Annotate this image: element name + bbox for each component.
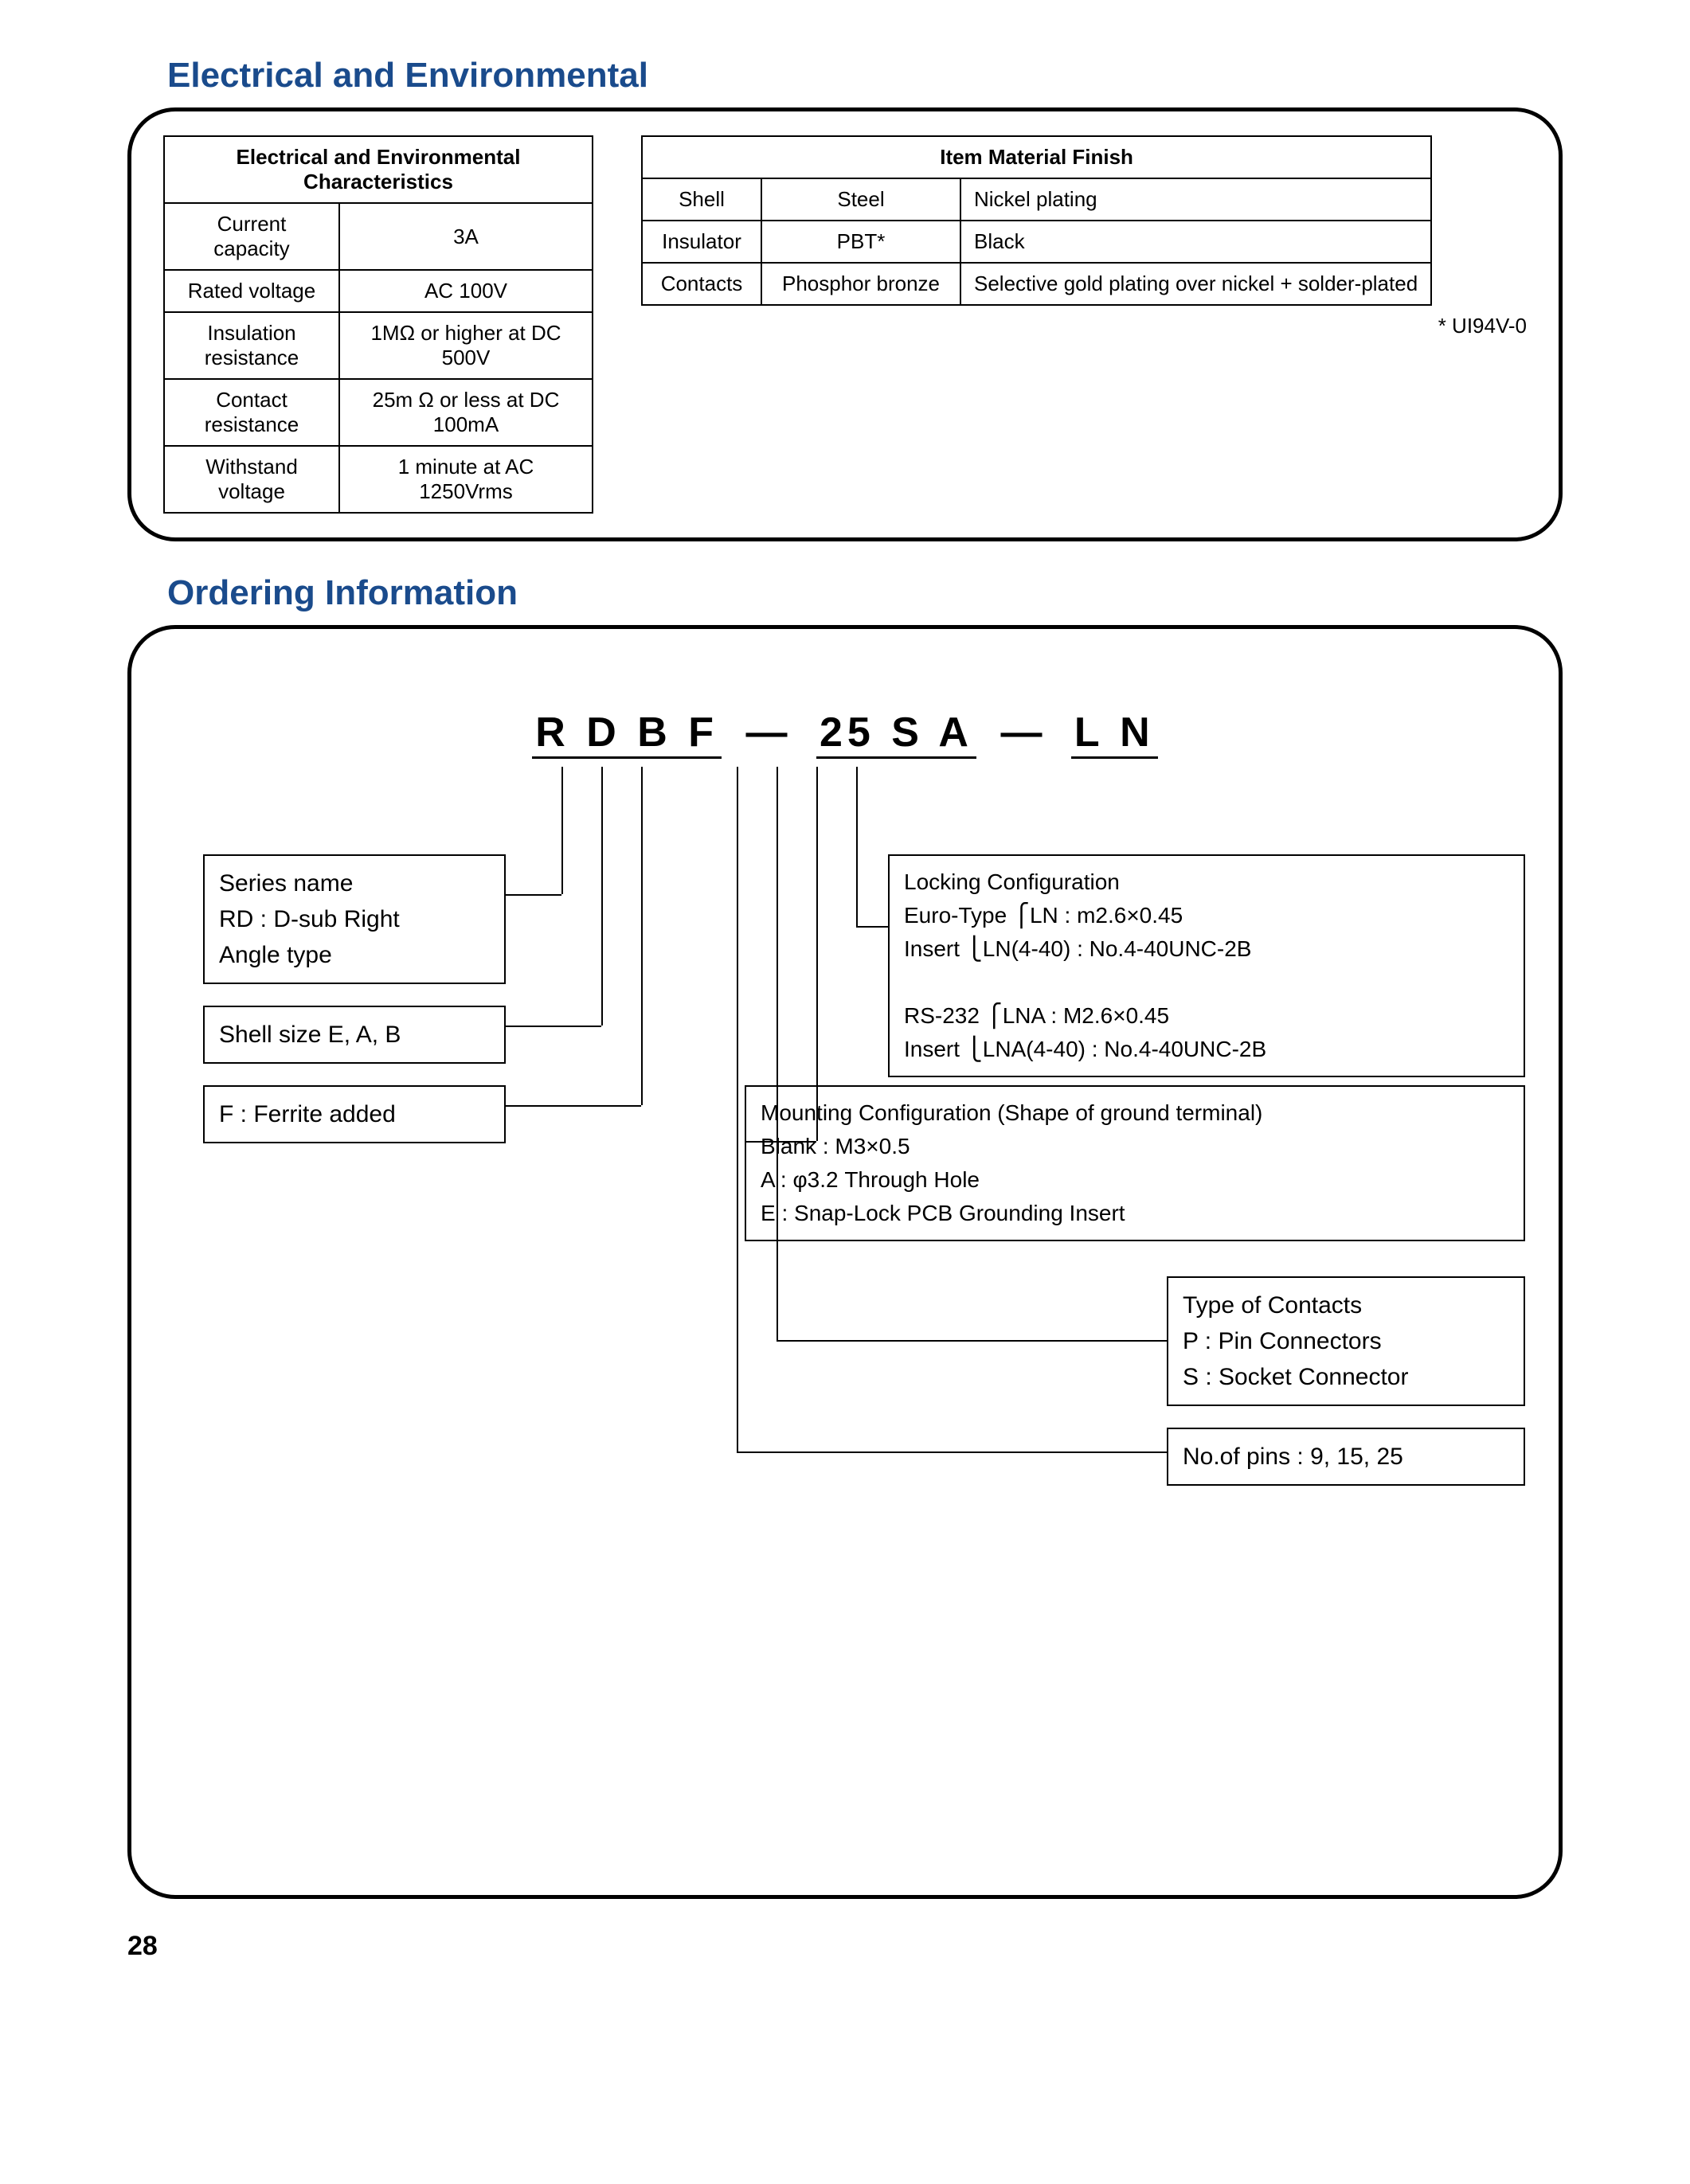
table-row: InsulatorPBT*Black: [642, 221, 1431, 263]
code-seg1: R D B F: [532, 709, 722, 759]
table-row: Rated voltageAC 100V: [164, 270, 593, 312]
spec-value: 25m Ω or less at DC 100mA: [339, 379, 593, 446]
table-row: ContactsPhosphor bronzeSelective gold pl…: [642, 263, 1431, 305]
electrical-panel: Electrical and Environmental Characteris…: [127, 107, 1563, 541]
section-title-ordering: Ordering Information: [167, 573, 1642, 613]
electrical-spec-table: Electrical and Environmental Characteris…: [163, 135, 593, 514]
mat-item: Insulator: [642, 221, 761, 263]
mat-item: Shell: [642, 178, 761, 221]
material-table-wrap: Item Material Finish ShellSteelNickel pl…: [641, 135, 1527, 338]
spec-label: Contact resistance: [164, 379, 339, 446]
table-row: ShellSteelNickel plating: [642, 178, 1431, 221]
code-sep: —: [737, 709, 800, 756]
mat-material: Steel: [761, 178, 960, 221]
mat-material: PBT*: [761, 221, 960, 263]
ordering-diagram: Series name RD : D-sub Right Angle type …: [171, 767, 1519, 1722]
mat-finish: Black: [960, 221, 1431, 263]
box-shell: Shell size E, A, B: [203, 1006, 506, 1064]
mat-finish: Nickel plating: [960, 178, 1431, 221]
spec-value: 1 minute at AC 1250Vrms: [339, 446, 593, 513]
code-seg2: 25 S A: [816, 709, 976, 759]
material-table-header: Item Material Finish: [642, 136, 1431, 178]
material-table: Item Material Finish ShellSteelNickel pl…: [641, 135, 1432, 306]
box-mounting: Mounting Configuration (Shape of ground …: [745, 1085, 1525, 1241]
code-seg3: L N: [1071, 709, 1158, 759]
material-note: * UI94V-0: [641, 314, 1527, 338]
spec-label: Current capacity: [164, 203, 339, 270]
page-number: 28: [127, 1931, 1642, 1962]
box-contacts: Type of Contacts P : Pin Connectors S : …: [1167, 1276, 1525, 1406]
part-code: R D B F — 25 S A — L N: [171, 709, 1519, 759]
mat-item: Contacts: [642, 263, 761, 305]
box-pins: No.of pins : 9, 15, 25: [1167, 1428, 1525, 1486]
spec-label: Rated voltage: [164, 270, 339, 312]
code-sep: —: [992, 709, 1054, 756]
mat-finish: Selective gold plating over nickel + sol…: [960, 263, 1431, 305]
spec-value: 3A: [339, 203, 593, 270]
electrical-table-header: Electrical and Environmental Characteris…: [164, 136, 593, 203]
table-row: Contact resistance25m Ω or less at DC 10…: [164, 379, 593, 446]
spec-value: 1MΩ or higher at DC 500V: [339, 312, 593, 379]
box-locking: Locking Configuration Euro-Type ⎧LN : m2…: [888, 854, 1525, 1077]
spec-label: Insulation resistance: [164, 312, 339, 379]
box-ferrite: F : Ferrite added: [203, 1085, 506, 1143]
table-row: Current capacity3A: [164, 203, 593, 270]
section-title-electrical: Electrical and Environmental: [167, 56, 1642, 96]
ordering-panel: R D B F — 25 S A — L N Series name RD : …: [127, 625, 1563, 1899]
box-series: Series name RD : D-sub Right Angle type: [203, 854, 506, 984]
table-row: Withstand voltage1 minute at AC 1250Vrms: [164, 446, 593, 513]
spec-label: Withstand voltage: [164, 446, 339, 513]
mat-material: Phosphor bronze: [761, 263, 960, 305]
spec-value: AC 100V: [339, 270, 593, 312]
table-row: Insulation resistance1MΩ or higher at DC…: [164, 312, 593, 379]
